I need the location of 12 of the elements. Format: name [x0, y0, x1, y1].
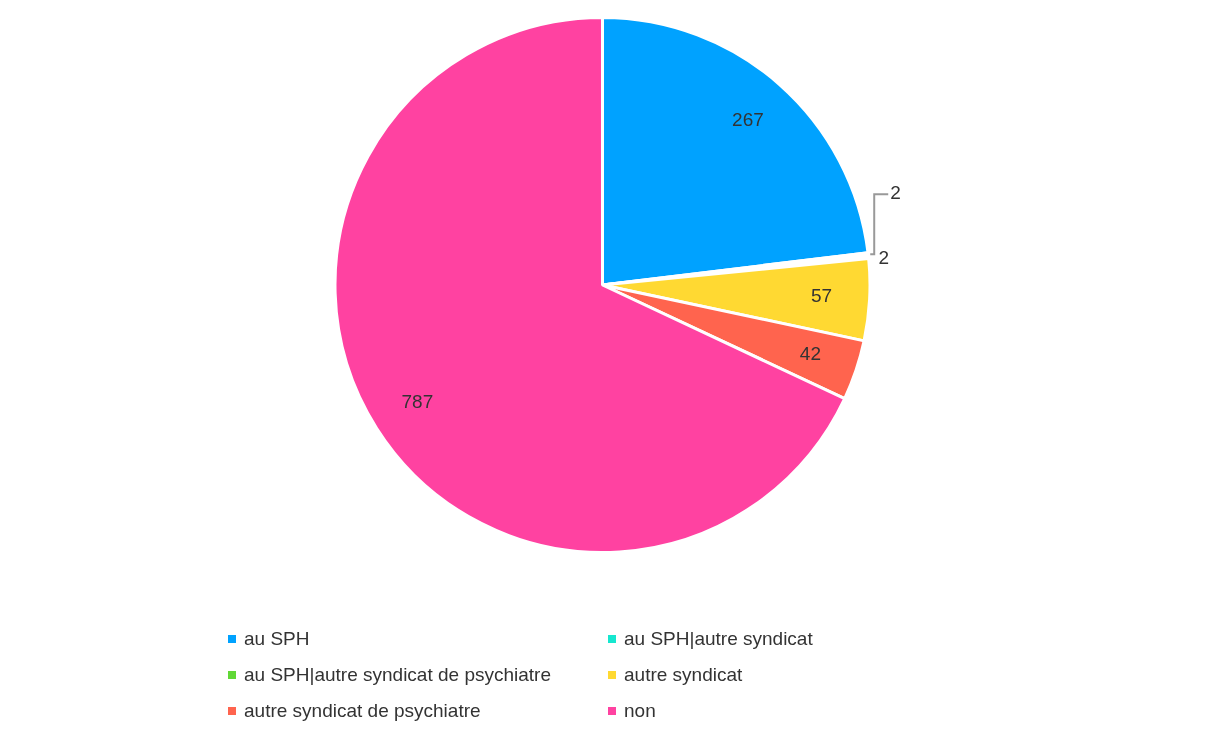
legend-label: au SPH: [244, 628, 310, 650]
legend-label: autre syndicat de psychiatre: [244, 700, 481, 722]
legend-label: au SPH|autre syndicat de psychiatre: [244, 664, 551, 686]
data-label: 57: [810, 285, 833, 307]
data-label: 787: [401, 390, 434, 412]
legend-label: autre syndicat: [624, 664, 743, 686]
data-label: 42: [799, 343, 821, 365]
data-label: 267: [732, 109, 764, 131]
data-label: 2: [878, 247, 890, 269]
legend-label: non: [624, 700, 656, 722]
data-label: 2: [890, 182, 901, 204]
legend-label: au SPH|autre syndicat: [624, 628, 813, 650]
